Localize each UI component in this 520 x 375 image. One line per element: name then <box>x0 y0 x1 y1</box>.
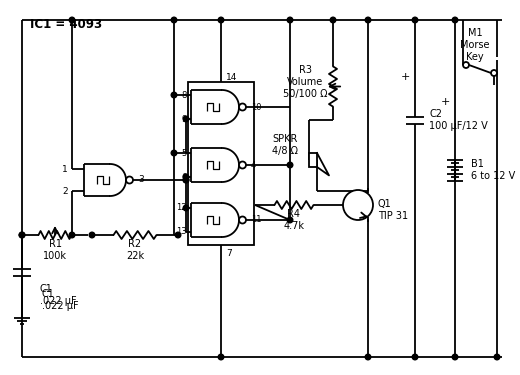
Text: R2
22k: R2 22k <box>126 239 144 261</box>
Text: 5: 5 <box>182 148 187 158</box>
Text: C2
100 μF/12 V: C2 100 μF/12 V <box>429 109 488 131</box>
Circle shape <box>239 216 246 223</box>
Circle shape <box>183 177 189 183</box>
Text: +: + <box>440 97 450 107</box>
Circle shape <box>365 17 371 23</box>
Circle shape <box>183 116 189 122</box>
Circle shape <box>412 354 418 360</box>
Text: 9: 9 <box>182 114 187 123</box>
Text: SPKR
4/8 Ω: SPKR 4/8 Ω <box>272 134 298 156</box>
Circle shape <box>412 17 418 23</box>
Circle shape <box>126 177 133 183</box>
Circle shape <box>494 354 500 360</box>
Circle shape <box>218 17 224 23</box>
Circle shape <box>69 17 75 23</box>
Circle shape <box>239 162 246 168</box>
Circle shape <box>452 17 458 23</box>
Circle shape <box>171 150 177 156</box>
Circle shape <box>19 232 25 238</box>
Circle shape <box>239 104 246 111</box>
Text: 2: 2 <box>62 186 68 195</box>
Circle shape <box>171 92 177 98</box>
Text: 8: 8 <box>181 90 187 99</box>
Text: M1
Morse
Key: M1 Morse Key <box>460 28 490 62</box>
Bar <box>188 82 254 245</box>
Polygon shape <box>309 153 317 167</box>
Circle shape <box>452 354 458 360</box>
Text: 12: 12 <box>176 204 187 213</box>
Circle shape <box>463 62 469 68</box>
Circle shape <box>287 162 293 168</box>
Text: 11: 11 <box>251 216 262 225</box>
Text: 14: 14 <box>226 74 237 82</box>
Text: 4: 4 <box>251 160 256 170</box>
Text: 6: 6 <box>181 172 187 182</box>
Circle shape <box>287 217 293 223</box>
Text: R4
4.7k: R4 4.7k <box>283 209 305 231</box>
Circle shape <box>89 232 95 238</box>
Text: 1: 1 <box>62 165 68 174</box>
Text: C1
.022 μF: C1 .022 μF <box>42 289 79 311</box>
Circle shape <box>218 354 224 360</box>
Text: C1
.022 μF: C1 .022 μF <box>40 284 76 306</box>
Text: 13: 13 <box>176 228 187 237</box>
Circle shape <box>183 177 189 183</box>
Text: Q1
TIP 31: Q1 TIP 31 <box>378 199 408 221</box>
Circle shape <box>175 232 181 238</box>
Circle shape <box>330 17 336 23</box>
Circle shape <box>19 232 25 238</box>
Text: +: + <box>400 72 410 82</box>
Text: R3
Volume
50/100 Ω: R3 Volume 50/100 Ω <box>283 65 327 99</box>
Text: R1
100k: R1 100k <box>43 239 67 261</box>
Circle shape <box>365 354 371 360</box>
Text: B1
6 to 12 V: B1 6 to 12 V <box>471 159 515 181</box>
Circle shape <box>171 17 177 23</box>
Text: 10: 10 <box>251 102 262 111</box>
Circle shape <box>343 190 373 220</box>
Text: 3: 3 <box>138 176 144 184</box>
Circle shape <box>491 70 497 76</box>
Text: IC1 = 4093: IC1 = 4093 <box>30 18 102 32</box>
Circle shape <box>69 232 75 238</box>
Text: 7: 7 <box>226 249 232 258</box>
Circle shape <box>183 174 189 180</box>
Circle shape <box>183 205 189 211</box>
Circle shape <box>287 17 293 23</box>
